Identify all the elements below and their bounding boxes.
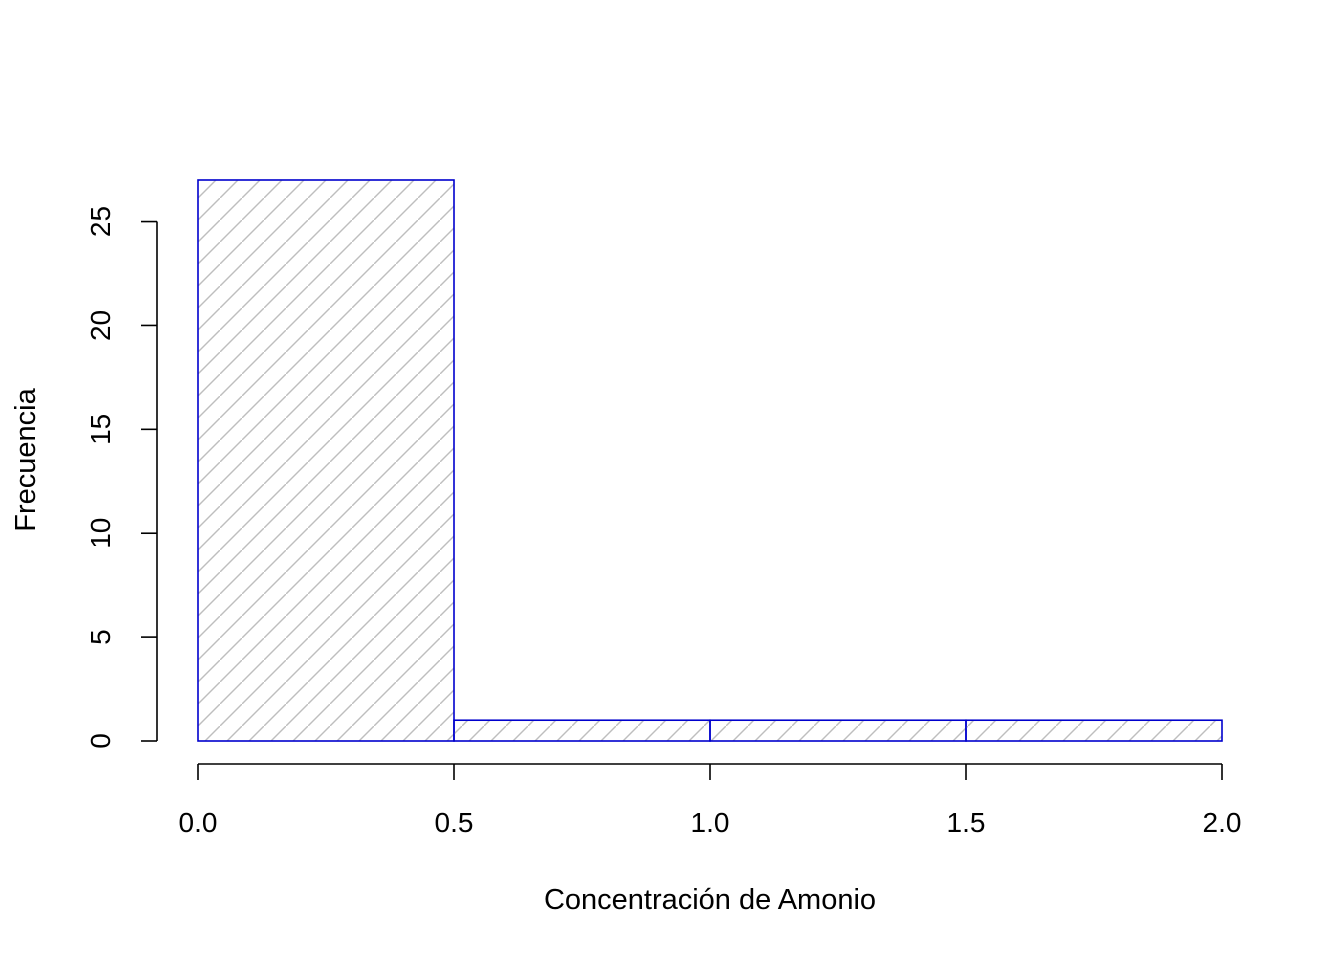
y-tick-label: 20 bbox=[85, 310, 116, 341]
x-tick-label: 0.5 bbox=[435, 807, 474, 838]
y-tick-label: 5 bbox=[85, 629, 116, 645]
bars-group bbox=[197, 179, 1223, 742]
y-axis: 0 5 10 15 20 25 bbox=[85, 206, 158, 749]
histogram-bar-3 bbox=[965, 719, 1223, 742]
y-tick-label: 10 bbox=[85, 518, 116, 549]
histogram-bar-1 bbox=[453, 719, 711, 742]
x-axis-title: Concentración de Amonio bbox=[544, 884, 876, 916]
histogram-bar-2 bbox=[709, 719, 967, 742]
y-tick-label: 25 bbox=[85, 206, 116, 237]
x-tick-label: 0.0 bbox=[179, 807, 218, 838]
x-tick-label: 1.5 bbox=[947, 807, 986, 838]
histogram-bar-0 bbox=[197, 179, 455, 742]
y-axis-title: Frecuencia bbox=[10, 387, 42, 531]
x-tick-label: 1.0 bbox=[691, 807, 730, 838]
y-tick-label: 0 bbox=[85, 733, 116, 749]
y-tick-label: 15 bbox=[85, 414, 116, 445]
x-tick-label: 2.0 bbox=[1203, 807, 1242, 838]
x-axis: 0.0 0.5 1.0 1.5 2.0 bbox=[179, 763, 1242, 838]
